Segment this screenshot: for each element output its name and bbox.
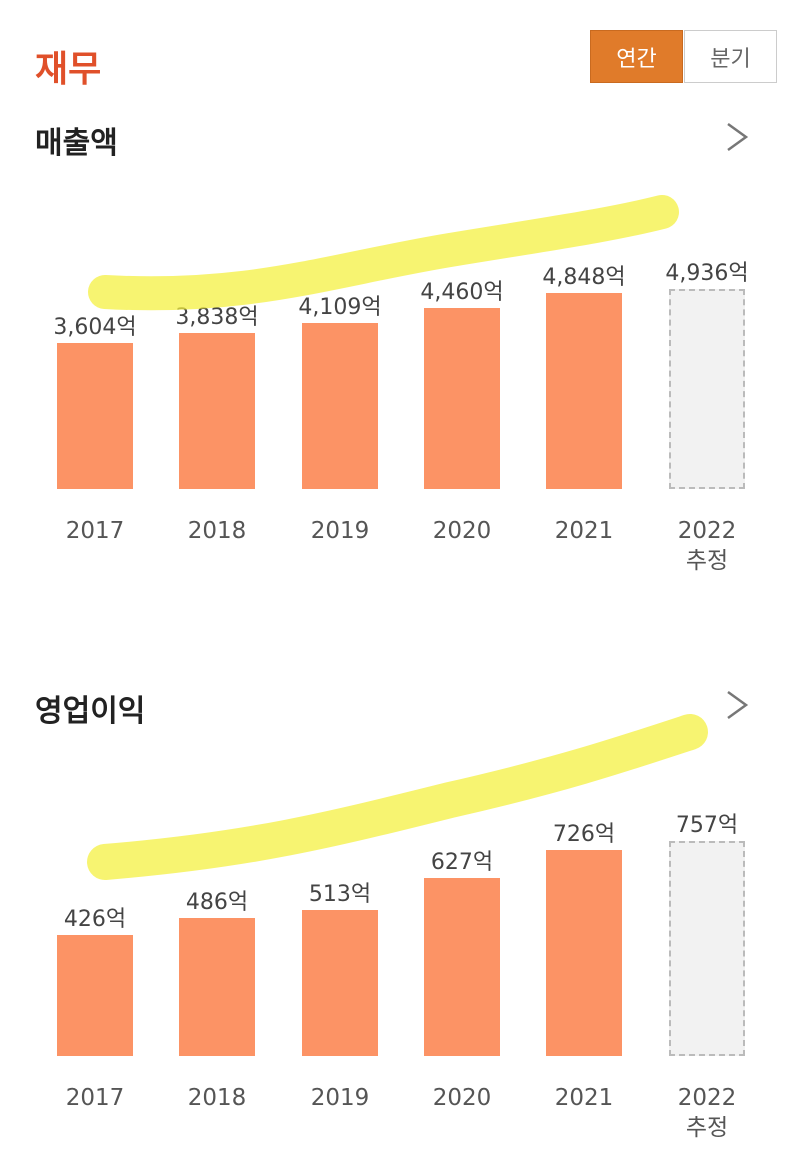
x-tick-label: 2018 xyxy=(187,518,247,544)
value-label: 4,460억 xyxy=(420,280,504,306)
bar xyxy=(669,841,745,1056)
value-label: 4,848억 xyxy=(542,264,626,290)
x-tick-label: 2022 추정 xyxy=(677,1085,737,1141)
chart-title: 영업이익 xyxy=(35,694,146,729)
x-tick-label: 2017 xyxy=(65,1085,125,1111)
chevron[interactable] xyxy=(727,122,749,152)
bar xyxy=(179,333,255,489)
x-tick-label: 2018 xyxy=(187,1085,247,1111)
value-label: 757억 xyxy=(675,813,739,838)
bar xyxy=(424,308,500,489)
x-tick-label: 2019 xyxy=(310,518,370,544)
x-tick-label: 2022 추정 xyxy=(677,518,737,574)
x-tick-label: 2020 xyxy=(432,518,492,544)
bar xyxy=(57,342,133,489)
bar xyxy=(669,289,745,489)
value-label: 3,838억 xyxy=(175,305,259,331)
bar xyxy=(302,910,378,1056)
x-tick-label: 2021 xyxy=(554,518,614,544)
bar xyxy=(179,917,255,1056)
bar xyxy=(546,292,622,489)
bar xyxy=(302,322,378,489)
value-label: 426억 xyxy=(63,907,127,932)
bar xyxy=(424,877,500,1056)
tab-annual[interactable]: 연간 xyxy=(590,30,683,83)
x-tick-label: 2020 xyxy=(432,1085,492,1111)
value-label: 3,604억 xyxy=(53,314,137,340)
chart-title: 매출액 xyxy=(35,126,118,161)
value-label: 4,109억 xyxy=(298,294,382,320)
x-tick-label: 2019 xyxy=(310,1085,370,1111)
x-tick-label: 2017 xyxy=(65,518,125,544)
chevron[interactable] xyxy=(727,690,749,720)
page-title: 재무 xyxy=(35,49,102,90)
value-label: 513억 xyxy=(308,882,372,908)
value-label: 4,936억 xyxy=(665,261,749,286)
bar xyxy=(546,849,622,1056)
value-label: 627억 xyxy=(430,849,494,875)
x-tick-label: 2021 xyxy=(554,1085,614,1111)
tab-quarterly[interactable]: 분기 xyxy=(684,30,777,83)
value-label: 726억 xyxy=(552,821,616,847)
bar xyxy=(57,935,133,1056)
value-label: 486억 xyxy=(185,889,249,915)
